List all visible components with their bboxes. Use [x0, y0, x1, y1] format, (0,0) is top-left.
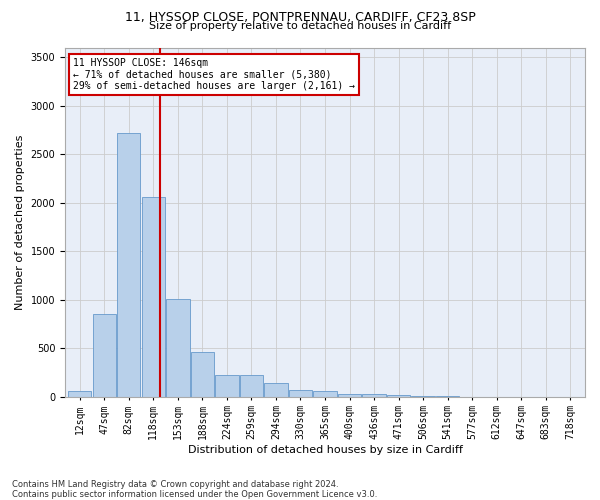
Bar [92, 314, 116, 396]
Bar [289, 390, 312, 396]
Bar [68, 390, 91, 396]
Bar [387, 395, 410, 396]
X-axis label: Distribution of detached houses by size in Cardiff: Distribution of detached houses by size … [188, 445, 463, 455]
Bar [215, 375, 239, 396]
Bar [166, 299, 190, 396]
Bar [265, 384, 287, 396]
Bar [117, 133, 140, 396]
Bar [240, 375, 263, 396]
Text: Size of property relative to detached houses in Cardiff: Size of property relative to detached ho… [149, 21, 451, 31]
Text: 11, HYSSOP CLOSE, PONTPRENNAU, CARDIFF, CF23 8SP: 11, HYSSOP CLOSE, PONTPRENNAU, CARDIFF, … [125, 11, 475, 24]
Bar [362, 394, 386, 396]
Y-axis label: Number of detached properties: Number of detached properties [15, 134, 25, 310]
Text: 11 HYSSOP CLOSE: 146sqm
← 71% of detached houses are smaller (5,380)
29% of semi: 11 HYSSOP CLOSE: 146sqm ← 71% of detache… [73, 58, 355, 91]
Bar [338, 394, 361, 396]
Text: Contains HM Land Registry data © Crown copyright and database right 2024.
Contai: Contains HM Land Registry data © Crown c… [12, 480, 377, 499]
Bar [142, 197, 165, 396]
Bar [191, 352, 214, 397]
Bar [313, 391, 337, 396]
